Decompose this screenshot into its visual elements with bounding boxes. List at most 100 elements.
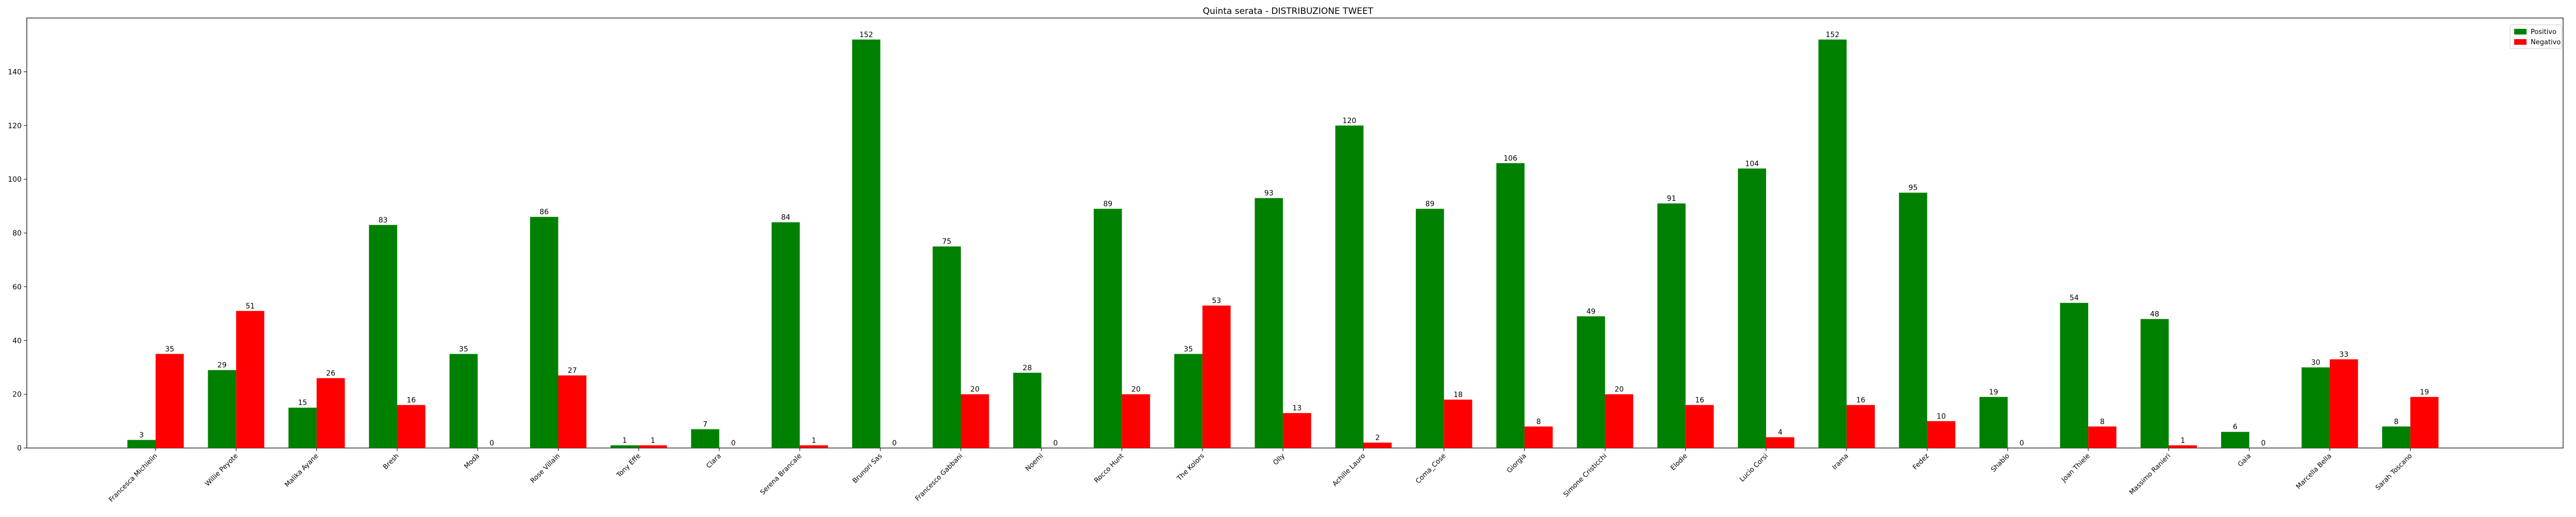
x-tick-label: Lucio Corsi (1738, 452, 1770, 484)
bar-value-label: 54 (2070, 294, 2079, 302)
bar-negativo (558, 375, 587, 448)
bar-value-label: 86 (539, 208, 549, 216)
legend-label-positivo: Positivo (2531, 28, 2556, 36)
bar-value-label: 0 (2261, 439, 2266, 447)
bar-negativo (2168, 445, 2197, 448)
bar-negativo (1766, 437, 1794, 448)
bar-value-label: 75 (942, 238, 952, 246)
bar-negativo (397, 405, 426, 448)
x-tick-label: Shablo (1990, 452, 2011, 474)
bar-value-label: 1 (811, 437, 816, 445)
bar-value-label: 0 (489, 439, 494, 447)
bar-positivo (2382, 426, 2411, 448)
bar-value-label: 20 (970, 386, 979, 394)
bar-positivo (691, 429, 720, 448)
bar-value-label: 35 (165, 345, 174, 353)
y-tick-label: 40 (12, 337, 22, 345)
bar-positivo (933, 246, 961, 448)
chart-title: Quinta serata - DISTRIBUZIONE TWEET (1203, 6, 1374, 16)
bar-value-label: 35 (459, 345, 468, 353)
bar-value-label: 152 (859, 31, 873, 39)
x-tick-label: Rocco Hunt (1093, 452, 1125, 485)
bar-value-label: 8 (2100, 418, 2105, 426)
bar-value-label: 1 (2180, 437, 2185, 445)
bar-negativo (1363, 442, 1392, 448)
bar-negativo (1444, 400, 1472, 448)
bar-negativo (2410, 397, 2439, 448)
bar-value-label: 20 (1131, 386, 1141, 394)
x-tick-label: Tony Effe (615, 452, 642, 479)
x-tick-label: Achille Lauro (1331, 452, 1367, 488)
y-tick-label: 140 (8, 68, 22, 76)
bar-positivo (288, 407, 317, 448)
bar-positivo (611, 445, 639, 448)
bar-value-label: 51 (246, 302, 255, 311)
bar-value-label: 16 (1695, 397, 1704, 405)
bar-positivo (530, 217, 558, 448)
x-tick-label: Clara (705, 452, 723, 470)
bar-negativo (1605, 394, 1634, 448)
bar-value-label: 19 (2420, 388, 2429, 397)
bar-value-label: 4 (1778, 428, 1783, 437)
bar-positivo (1416, 209, 1444, 448)
x-tick-label: Gaia (2236, 452, 2253, 469)
bar-negativo (1846, 405, 1875, 448)
bar-value-label: 16 (1856, 397, 1866, 405)
x-tick-label: Modà (463, 452, 481, 471)
bar-value-label: 30 (2311, 358, 2320, 367)
bar-value-label: 35 (1184, 345, 1193, 353)
bar-negativo (2088, 426, 2116, 448)
bar-negativo (1524, 426, 1553, 448)
bar-negativo (1685, 405, 1714, 448)
bar-value-label: 15 (298, 399, 307, 407)
x-tick-label: Marcella Bella (2295, 452, 2333, 491)
bar-value-label: 152 (1826, 31, 1840, 39)
x-tick-label: Rose Villain (529, 452, 562, 485)
bar-positivo (127, 440, 156, 448)
y-tick-label: 20 (12, 391, 22, 399)
bar-value-label: 93 (1264, 189, 1274, 198)
bar-negativo (638, 445, 667, 448)
bar-positivo (1899, 193, 1927, 448)
bar-value-label: 27 (568, 367, 577, 375)
bar-value-label: 0 (892, 439, 897, 447)
bar-negativo (2330, 359, 2358, 448)
bar-value-label: 3 (139, 431, 144, 439)
bar-negativo (236, 311, 264, 448)
bar-positivo (1577, 316, 1605, 448)
y-tick-label: 0 (17, 444, 22, 453)
x-tick-label: Francesco Gabbani (914, 452, 964, 503)
bar-value-label: 8 (1536, 418, 1541, 426)
x-tick-label: Fedez (1911, 452, 1930, 471)
bar-value-label: 0 (2020, 439, 2024, 447)
x-tick-label: Olly (1272, 452, 1287, 467)
bar-value-label: 33 (2340, 351, 2349, 359)
bar-positivo (1979, 397, 2008, 448)
x-tick-label: Massimo Ranieri (2128, 452, 2172, 496)
bar-value-label: 89 (1103, 200, 1112, 209)
bar-positivo (1738, 168, 1766, 448)
bar-value-label: 16 (406, 397, 416, 405)
bar-value-label: 29 (217, 361, 227, 370)
bar-positivo (1093, 209, 1122, 448)
plot-frame (26, 18, 2564, 449)
bar-value-label: 19 (1989, 388, 1998, 397)
bar-negativo (1122, 394, 1150, 448)
bar-negativo (800, 445, 828, 448)
x-tick-label: Noemi (1024, 452, 1045, 473)
legend-swatch-positivo (2514, 29, 2527, 35)
x-tick-label: Irama (1831, 452, 1850, 471)
bar-value-label: 0 (731, 439, 736, 447)
bar-value-label: 83 (379, 216, 388, 225)
x-tick-label: Serena Brancale (759, 452, 803, 496)
bar-positivo (369, 225, 397, 448)
bar-value-label: 91 (1667, 195, 1676, 203)
bar-positivo (1496, 163, 1525, 448)
bar-value-label: 1 (651, 437, 655, 445)
bar-value-label: 84 (781, 214, 790, 222)
x-tick-label: Coma_Cose (1414, 452, 1447, 485)
bar-positivo (2060, 303, 2089, 448)
bar-value-label: 26 (326, 369, 335, 377)
